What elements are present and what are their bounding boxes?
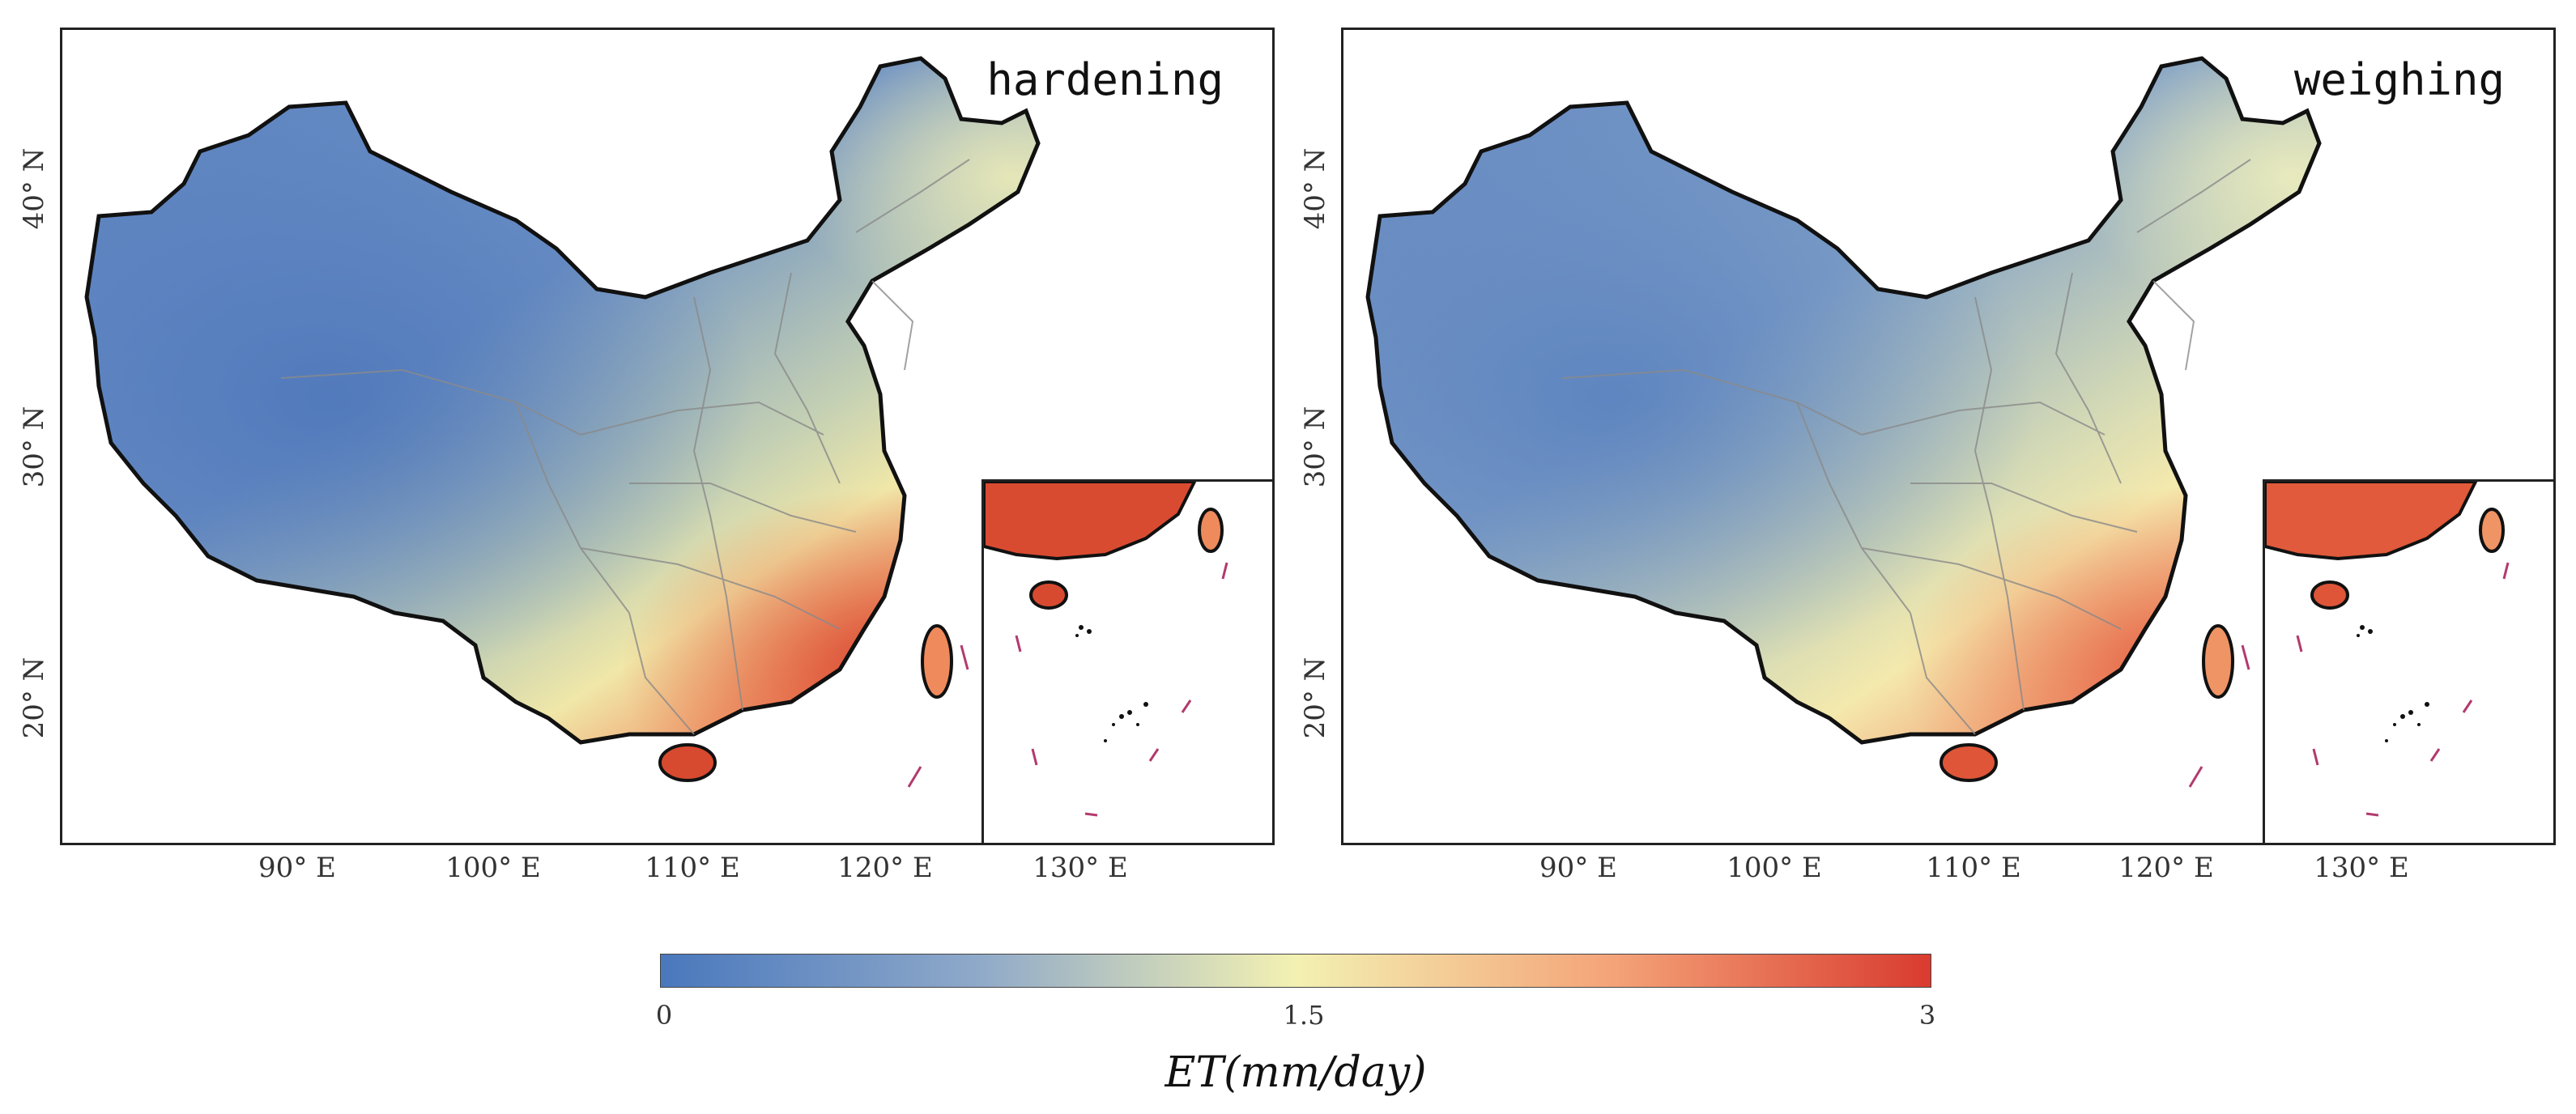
nine-dash-fragments <box>907 644 969 788</box>
hainan-island <box>1939 743 1998 782</box>
map-panel-hardening: hardening <box>60 28 1275 845</box>
taiwan-island <box>2202 624 2234 699</box>
colorbar-max-label: 3 <box>1918 1000 1936 1031</box>
colorbar-title: ET(mm/day) <box>1165 1048 1427 1097</box>
south-china-sea-inset <box>2263 479 2553 843</box>
colorbar-min-label: 0 <box>655 1000 673 1031</box>
inset-map <box>2265 482 2510 817</box>
province-lines <box>1561 159 2251 735</box>
province-lines <box>280 159 970 735</box>
x-tick-label: 90° E <box>1539 852 1617 884</box>
inset-map <box>984 482 1228 817</box>
x-tick-label: 130° E <box>1033 852 1128 884</box>
panel-title: weighing <box>2293 54 2505 105</box>
colorbar <box>660 954 1931 988</box>
colorbar-gradient <box>661 955 1931 987</box>
y-tick-label: 30° N <box>18 406 50 488</box>
nine-dash-fragments <box>2188 644 2250 788</box>
hainan-island <box>658 743 717 782</box>
x-tick-label: 100° E <box>445 852 541 884</box>
panel-title: hardening <box>986 54 1224 105</box>
x-tick-label: 110° E <box>645 852 740 884</box>
taiwan-island <box>921 624 953 699</box>
china-border <box>1365 56 2322 745</box>
y-tick-label: 40° N <box>1299 147 1331 230</box>
x-tick-label: 130° E <box>2314 852 2409 884</box>
south-china-sea-inset <box>981 479 1272 843</box>
china-et-map <box>1365 56 2322 788</box>
y-tick-label: 20° N <box>1299 657 1331 739</box>
x-tick-label: 120° E <box>837 852 933 884</box>
x-tick-label: 110° E <box>1926 852 2021 884</box>
map-panel-weighing: weighing <box>1341 28 2556 845</box>
x-tick-label: 90° E <box>258 852 336 884</box>
colorbar-mid-label: 1.5 <box>1283 1000 1325 1031</box>
china-border <box>84 56 1041 745</box>
y-tick-label: 30° N <box>1299 406 1331 488</box>
y-tick-label: 20° N <box>18 657 50 739</box>
china-et-map <box>84 56 1041 788</box>
y-tick-label: 40° N <box>18 147 50 230</box>
x-tick-label: 100° E <box>1727 852 1822 884</box>
x-tick-label: 120° E <box>2118 852 2214 884</box>
